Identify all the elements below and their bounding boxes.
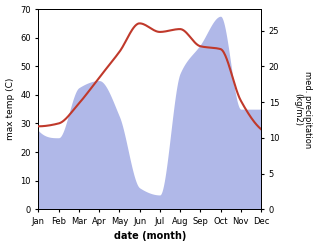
Y-axis label: med. precipitation
(kg/m2): med. precipitation (kg/m2): [293, 71, 313, 148]
Y-axis label: max temp (C): max temp (C): [5, 78, 15, 140]
X-axis label: date (month): date (month): [114, 231, 186, 242]
